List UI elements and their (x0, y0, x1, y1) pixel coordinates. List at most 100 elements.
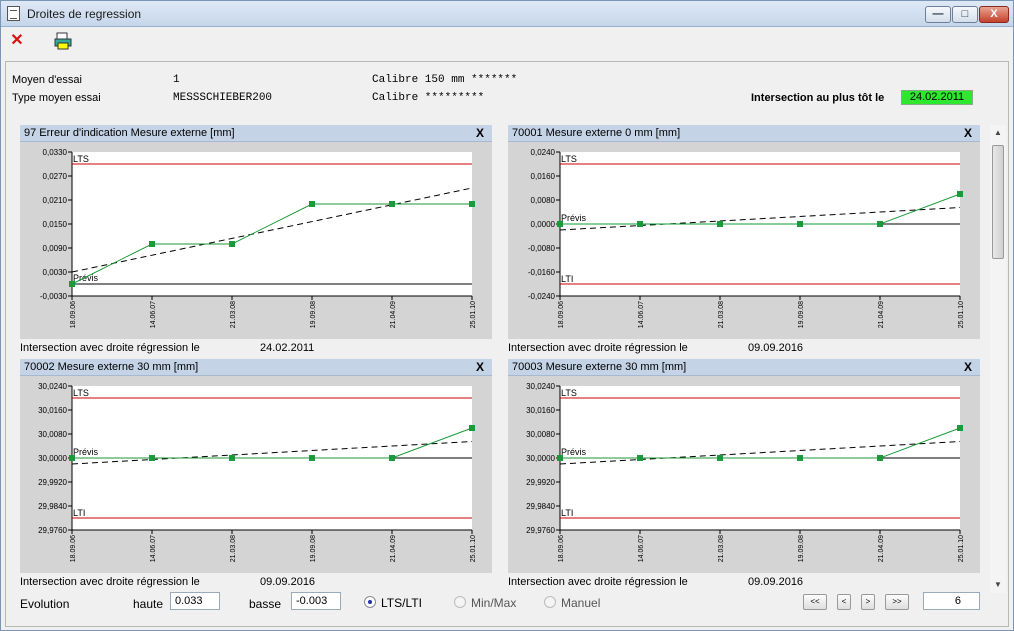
y-tick-label: 30,0240 (38, 382, 67, 391)
x-tick-label: 18.09.06 (558, 301, 565, 328)
data-point (877, 455, 883, 461)
data-point (469, 201, 475, 207)
data-point (717, 221, 723, 227)
chart-close-button[interactable]: X (963, 126, 972, 140)
x-tick-label: 21.03.08 (230, 301, 237, 328)
data-point (637, 455, 643, 461)
trend-line (559, 207, 961, 231)
x-tick-label: 21.04.09 (390, 301, 397, 328)
chart-title: 70003 Mesure externe 30 mm [mm] (512, 361, 687, 373)
chart-panel-2: 70001 Mesure externe 0 mm [mm] X 0,0240 0… (508, 125, 980, 339)
y-tick-label: 29,9840 (38, 502, 67, 511)
data-point (557, 221, 563, 227)
footer-label: Intersection avec droite régression le (508, 342, 688, 354)
x-tick-label: 21.03.08 (718, 301, 725, 328)
y-tick-label: 29,9920 (526, 478, 555, 487)
chart-footer-3: Intersection avec droite régression le 0… (20, 576, 492, 590)
chart-body: 30,0240 30,0160 30,0080 30,0000 29,9920 29,98… (20, 376, 492, 573)
x-tick-label: 19.09.08 (798, 535, 805, 562)
chart-header: 97 Erreur d'indication Mesure externe [m… (20, 125, 492, 142)
moyen-label: Moyen d'essai (12, 74, 82, 86)
haute-input[interactable] (170, 592, 220, 610)
x-tick-label: 18.09.06 (558, 535, 565, 562)
data-point (957, 191, 963, 197)
nav-first-button[interactable]: << (803, 594, 827, 610)
delete-icon[interactable]: ✕ (10, 32, 24, 49)
trend-line (71, 441, 473, 465)
scroll-up-icon[interactable]: ▲ (994, 128, 1002, 137)
data-point (69, 281, 75, 287)
scroll-down-icon[interactable]: ▼ (994, 580, 1002, 589)
chart-close-button[interactable]: X (475, 360, 484, 374)
y-tick-label: 0,0150 (43, 220, 68, 229)
nav-prev-button[interactable]: < (837, 594, 851, 610)
nav-next-button[interactable]: > (861, 594, 875, 610)
radio-lts-lti-label: LTS/LTI (381, 596, 422, 610)
scroll-thumb[interactable] (992, 145, 1004, 259)
y-tick-label: 30,0000 (38, 454, 67, 463)
maximize-button[interactable]: □ (952, 6, 978, 23)
y-tick-label: 0,0210 (43, 196, 68, 205)
chart-title: 70002 Mesure externe 30 mm [mm] (24, 361, 199, 373)
chart-svg: 0,0240 0,0160 0,0080 0,0000 -0,0080 -0,0160 -0… (528, 148, 965, 328)
previs-label: Prévis (561, 213, 587, 223)
data-point (797, 221, 803, 227)
lts-label: LTS (73, 154, 89, 164)
footer-date: 09.09.2016 (748, 342, 804, 354)
data-point (149, 455, 155, 461)
data-point (877, 221, 883, 227)
basse-input[interactable] (291, 592, 341, 610)
chart-close-button[interactable]: X (963, 360, 972, 374)
x-tick-label: 19.09.08 (798, 301, 805, 328)
radio-min-max[interactable] (454, 596, 466, 608)
chart-close-button[interactable]: X (475, 126, 484, 140)
close-button[interactable]: X (979, 6, 1009, 23)
y-tick-label: 30,0080 (526, 430, 555, 439)
radio-lts-lti[interactable] (364, 596, 376, 608)
haute-label: haute (133, 597, 164, 611)
chart-header: 70003 Mesure externe 30 mm [mm] X (508, 359, 980, 376)
basse-label: basse (249, 597, 282, 611)
y-tick-label: 0,0030 (43, 268, 68, 277)
previs-label: Prévis (561, 447, 587, 457)
data-point (309, 455, 315, 461)
vertical-scrollbar[interactable]: ▲ ▼ (990, 125, 1006, 593)
y-tick-label: 29,9920 (38, 478, 67, 487)
x-tick-label: 21.04.09 (390, 535, 397, 562)
series-line (72, 427, 473, 459)
radio-min-max-label: Min/Max (471, 596, 517, 610)
x-tick-label: 14.06.07 (638, 535, 645, 562)
x-tick-label: 19.09.08 (310, 535, 317, 562)
y-tick-label: 30,0000 (526, 454, 555, 463)
type-label: Type moyen essai (12, 92, 101, 104)
x-tick-label: 19.09.08 (310, 301, 317, 328)
y-tick-label: 29,9760 (38, 526, 67, 535)
moyen-value: 1 (173, 74, 180, 86)
data-point (309, 201, 315, 207)
y-tick-label: 30,0160 (38, 406, 67, 415)
document-icon (7, 6, 20, 21)
footer-label: Intersection avec droite régression le (20, 342, 200, 354)
y-tick-label: 29,9760 (526, 526, 555, 535)
x-tick-label: 18.09.06 (70, 535, 77, 562)
x-tick-label: 21.04.09 (878, 301, 885, 328)
y-tick-label: -0,0240 (528, 292, 556, 301)
trend-line (71, 187, 473, 273)
intersection-value: 24.02.2011 (901, 90, 973, 105)
footer-label: Intersection avec droite régression le (20, 576, 200, 588)
y-tick-label: 29,9840 (526, 502, 555, 511)
x-tick-label: 25.01.10 (470, 301, 477, 328)
print-icon[interactable] (53, 31, 73, 51)
footer-date: 24.02.2011 (260, 342, 315, 354)
y-tick-label: 30,0240 (526, 382, 555, 391)
nav-last-button[interactable]: >> (885, 594, 909, 610)
data-point (229, 455, 235, 461)
minimize-button[interactable]: — (925, 6, 951, 23)
y-tick-label: 30,0160 (526, 406, 555, 415)
toolbar: ✕ (1, 28, 1013, 54)
data-point (717, 455, 723, 461)
lti-label: LTI (73, 508, 85, 518)
radio-manuel[interactable] (544, 596, 556, 608)
page-number-field[interactable]: 6 (923, 592, 980, 610)
data-point (149, 241, 155, 247)
